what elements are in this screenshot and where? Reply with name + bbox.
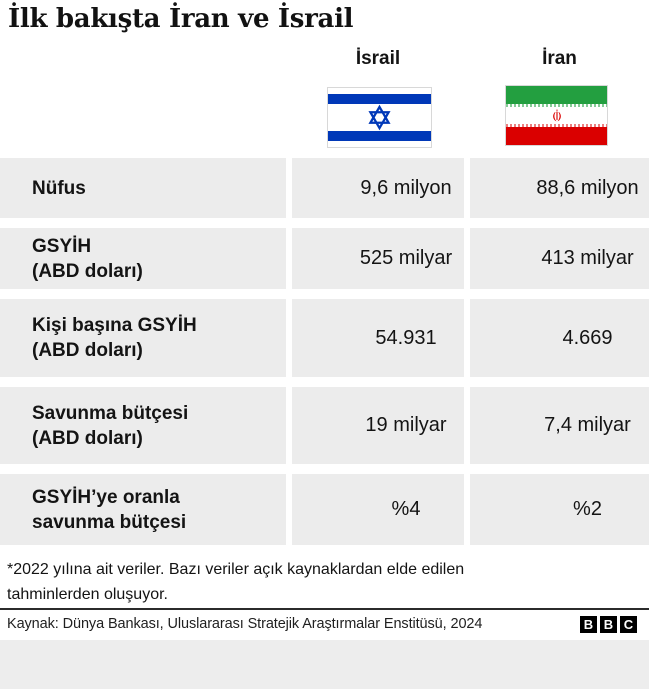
row-label-line1: Nüfus <box>32 177 86 199</box>
row-label-nufus: Nüfus <box>0 158 286 218</box>
iran-flag-takbir-band <box>506 124 607 127</box>
iran-value-savunma-orani: %2 <box>470 474 649 545</box>
footnote-text: *2022 yılına ait veriler. Bazı veriler a… <box>7 557 464 607</box>
row-label-savunma-orani: GSYİH’ye oranla savunma bütçesi <box>0 474 286 545</box>
israel-value-gsyih: 525 milyar <box>292 228 464 289</box>
row-label-line1: GSYİH <box>32 235 92 257</box>
iran-flag-takbir-band <box>506 104 607 107</box>
row-label-line1: Savunma bütçesi <box>32 402 189 424</box>
row-label-line2: savunma bütçesi <box>32 511 187 533</box>
row-label-kisi-basina-gsyih: Kişi başına GSYİH (ABD doları) <box>0 299 286 377</box>
source-row: Kaynak: Dünya Bankası, Uluslararası Stra… <box>7 610 637 638</box>
footnote-line-2: tahminlerden oluşuyor. <box>7 586 168 603</box>
iran-value-gsyih: 413 milyar <box>470 228 649 289</box>
row-label-line2: (ABD doları) <box>32 260 143 282</box>
bbc-logo-letter: B <box>580 615 597 633</box>
source-text: Kaynak: Dünya Bankası, Uluslararası Stra… <box>7 616 483 632</box>
footnote-line-1: *2022 yılına ait veriler. Bazı veriler a… <box>7 561 465 578</box>
row-label-gsyih: GSYİH (ABD doları) <box>0 228 286 289</box>
bbc-logo-letter: B <box>600 615 617 633</box>
bbc-logo-letter: C <box>620 615 637 633</box>
row-label-line2: (ABD doları) <box>32 340 143 361</box>
iran-flag-green-band <box>506 86 607 104</box>
israel-flag <box>327 87 432 148</box>
israel-value-savunma-butcesi: 19 milyar <box>292 387 464 464</box>
page-title: İlk bakışta İran ve İsrail <box>8 4 354 34</box>
iran-emblem-icon <box>552 108 561 121</box>
iran-flag-red-band <box>506 127 607 145</box>
israel-flag-top-stripe <box>328 94 431 104</box>
stats-table: Nüfus 9,6 milyon 88,6 milyon GSYİH (ABD … <box>0 158 649 545</box>
israel-value-nufus: 9,6 milyon <box>292 158 464 218</box>
iran-value-nufus: 88,6 milyon <box>470 158 649 218</box>
israel-value-savunma-orani: %4 <box>292 474 464 545</box>
iran-flag-white-band <box>506 107 607 124</box>
bottom-background-strip <box>0 640 649 689</box>
star-of-david-icon <box>328 88 431 147</box>
row-label-line2: (ABD doları) <box>32 427 143 449</box>
column-header-iran: İran <box>542 48 577 69</box>
row-label-line1: GSYİH’ye oranla <box>32 486 180 508</box>
row-label-line1: Kişi başına GSYİH <box>32 315 197 336</box>
iran-value-savunma-butcesi: 7,4 milyar <box>470 387 649 464</box>
israel-value-kisi-basina-gsyih: 54.931 <box>292 299 464 377</box>
bbc-logo: B B C <box>580 615 637 633</box>
divider-line <box>0 608 649 610</box>
israel-flag-bottom-stripe <box>328 131 431 141</box>
column-header-israel: İsrail <box>355 48 401 69</box>
iran-flag <box>505 85 608 146</box>
row-label-savunma-butcesi: Savunma bütçesi (ABD doları) <box>0 387 286 464</box>
iran-value-kisi-basina-gsyih: 4.669 <box>470 299 649 377</box>
